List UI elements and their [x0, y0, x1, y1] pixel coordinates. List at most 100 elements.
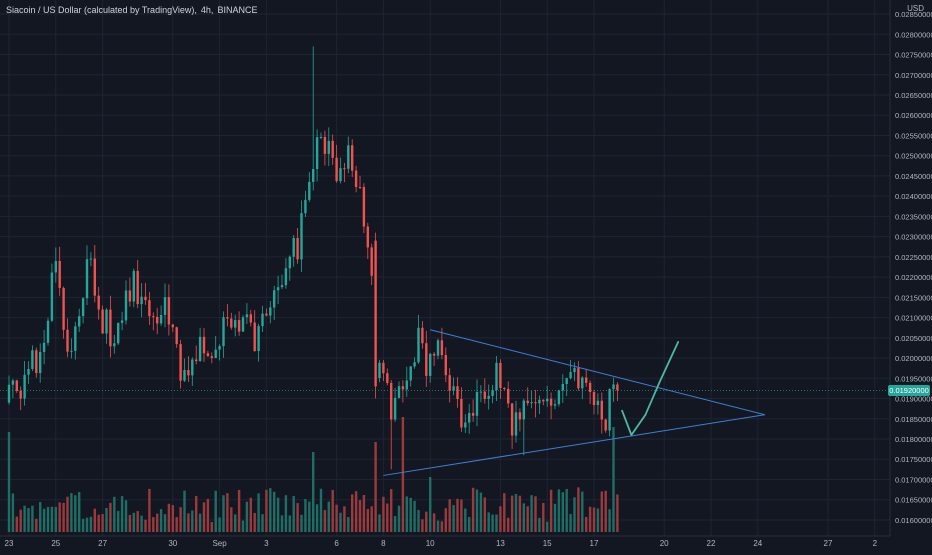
projection-brush-stroke[interactable] — [621, 340, 680, 436]
candle-body — [296, 237, 299, 260]
volume-bar — [183, 490, 186, 532]
volume-bar — [526, 506, 529, 532]
volume-bar — [448, 499, 451, 532]
volume-bar — [140, 515, 143, 532]
volume-bar — [78, 492, 81, 532]
candle-body — [553, 404, 557, 406]
volume-bar — [405, 496, 408, 532]
volume-bar — [179, 507, 182, 532]
candle-body — [276, 287, 280, 291]
candle-body — [245, 314, 249, 318]
candle-body — [413, 362, 416, 367]
candle-body — [191, 359, 194, 376]
time-axis-panel[interactable] — [0, 536, 932, 550]
volume-bar — [304, 498, 307, 532]
volume-bar — [510, 495, 514, 532]
candle-body — [510, 403, 514, 436]
volume-bar — [206, 498, 210, 532]
volume-bar — [101, 513, 104, 532]
candle-body — [370, 247, 373, 276]
volume-bar — [475, 489, 479, 532]
volume-bar — [534, 496, 537, 532]
drawings[interactable] — [0, 329, 890, 476]
candle-body — [148, 300, 151, 317]
candle-body — [46, 320, 50, 343]
candle-body — [565, 378, 568, 384]
candle-body — [468, 412, 471, 423]
candle-body — [27, 368, 30, 375]
exchange-label: BINANCE — [217, 5, 258, 15]
volume-bar — [124, 500, 128, 532]
volume-bar — [195, 495, 198, 532]
candle-body — [526, 400, 529, 404]
volume-bar — [284, 495, 288, 532]
time-tick-label: 2 — [873, 539, 878, 548]
volume-bar — [120, 496, 124, 532]
candle-body — [156, 316, 159, 324]
triangle-upper-trendline[interactable] — [430, 329, 765, 416]
candle-body — [226, 317, 229, 319]
volume-bar — [577, 487, 580, 532]
volume-bar — [159, 509, 163, 532]
symbol-name[interactable]: Siacoin / US Dollar (calculated by Tradi… — [6, 5, 197, 15]
candle-body — [514, 412, 518, 436]
candle-body — [483, 391, 486, 399]
candle-body — [128, 290, 132, 302]
price-tick-label: 0.01750000 — [895, 455, 932, 464]
candle-body — [475, 392, 479, 416]
volume-bar — [230, 507, 233, 532]
volume-bar — [351, 494, 354, 532]
candle-body — [327, 140, 330, 154]
grid-lines — [0, 0, 890, 536]
candle-body — [109, 309, 112, 347]
volume-bar — [452, 505, 455, 532]
candle-body — [495, 362, 498, 391]
volume-bar — [608, 509, 611, 532]
candle-body — [538, 399, 541, 404]
candle-body — [491, 390, 494, 396]
volume-bar — [440, 521, 444, 532]
candle-body — [19, 390, 22, 399]
candle-body — [460, 398, 463, 428]
volume-bar — [187, 513, 190, 532]
price-tick-label: 0.01700000 — [895, 475, 932, 484]
price-tick-label: 0.02250000 — [895, 253, 932, 262]
volume-bar — [214, 490, 217, 532]
volume-bar — [35, 518, 38, 532]
volume-bar — [503, 493, 506, 532]
candle-body — [319, 136, 323, 138]
candle-body — [417, 327, 420, 363]
candle-body — [393, 397, 397, 420]
volume-bar — [370, 506, 373, 532]
volume-bar — [257, 493, 260, 532]
time-tick-label: 8 — [381, 539, 386, 548]
volume-bar — [226, 493, 229, 532]
triangle-lower-trendline[interactable] — [383, 414, 765, 476]
price-tick-label: 0.02050000 — [895, 334, 932, 343]
candle-body — [518, 412, 522, 420]
candle-body — [300, 213, 303, 260]
candle-body — [70, 350, 73, 352]
price-axis-panel[interactable] — [890, 0, 932, 536]
price-tick-label: 0.02450000 — [895, 172, 932, 181]
candle-body — [351, 145, 354, 171]
volume-bar — [374, 442, 377, 532]
volume-bar — [331, 489, 334, 532]
candle-body — [152, 316, 155, 318]
volume-bar — [522, 503, 525, 532]
volume-bar — [249, 497, 252, 532]
interval-label[interactable]: 4h, — [200, 5, 214, 15]
time-tick-label: 22 — [707, 539, 716, 548]
candle-body — [581, 377, 584, 389]
volume-bar — [514, 493, 518, 532]
candle-body — [557, 390, 561, 405]
candle-body — [23, 374, 26, 399]
volume-bar — [471, 487, 475, 532]
volume-bar — [518, 495, 522, 532]
symbol-title[interactable]: Siacoin / US Dollar (calculated by Tradi… — [6, 5, 261, 15]
volume-bar — [31, 505, 34, 532]
candle-body — [265, 313, 268, 316]
